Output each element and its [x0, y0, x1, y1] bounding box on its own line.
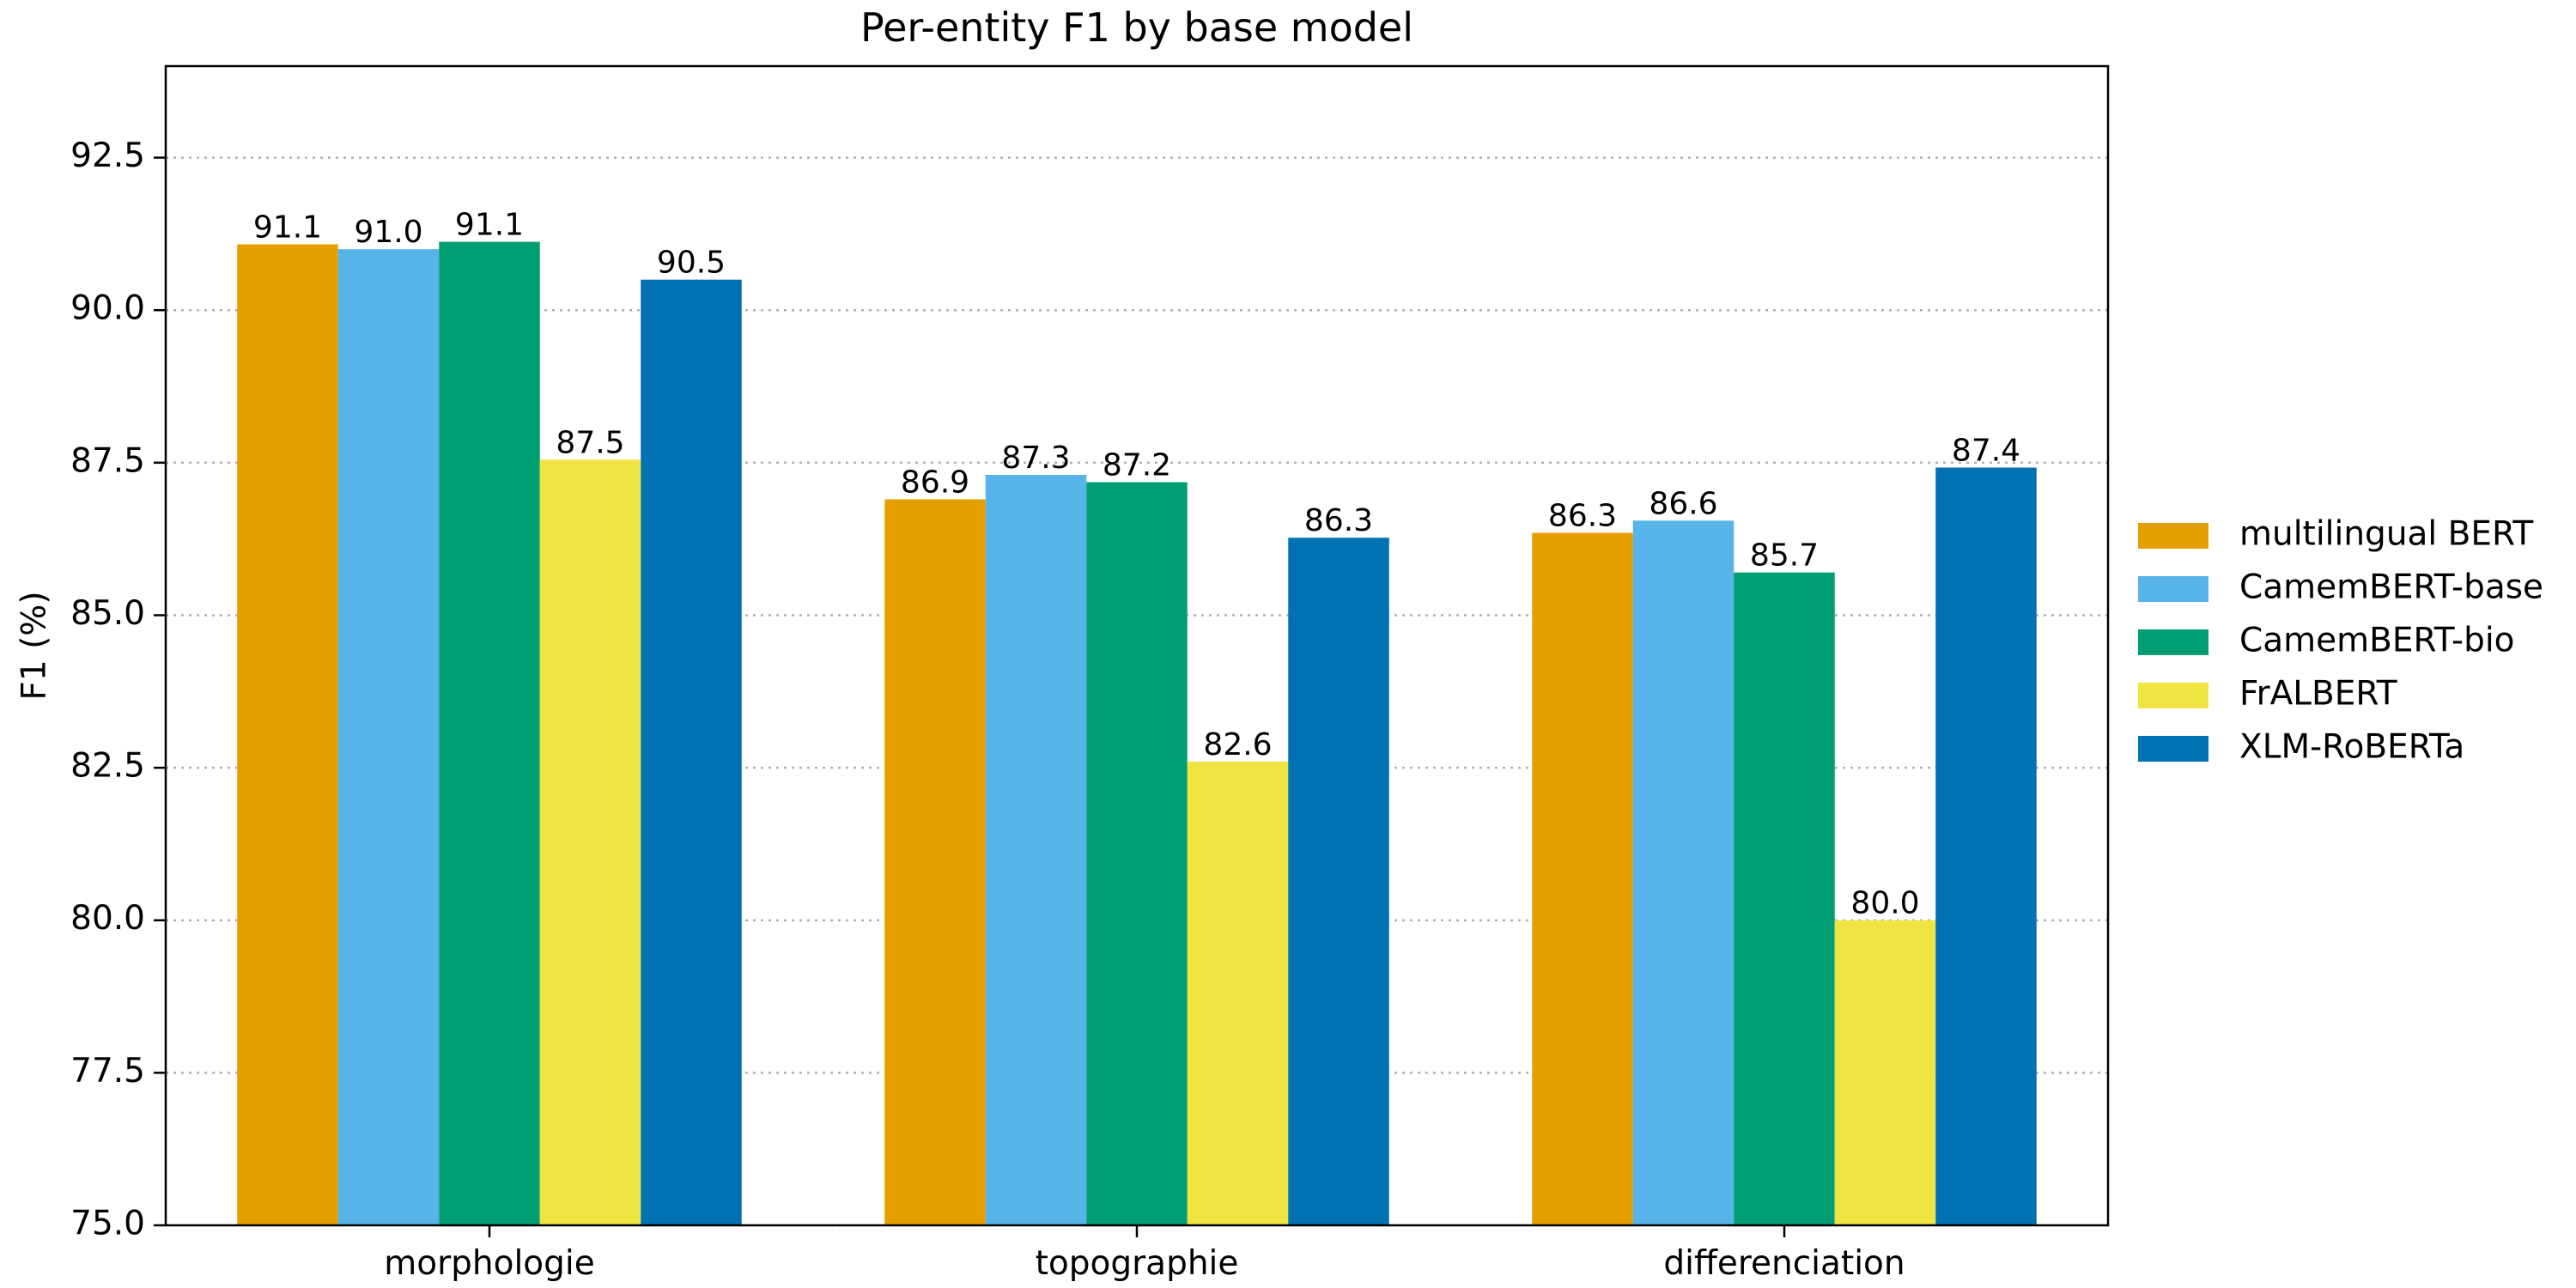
data-labels: 91.1 91.0 91.1 87.5 90.5 86.9 87.3 87.2 82.6 86.3… [253, 208, 2020, 921]
y-tick-label: 77.5 [70, 1052, 145, 1091]
x-tick-label: differenciation [1663, 1244, 1905, 1283]
x-axis-ticks: morphologie topographie differenciation [384, 1225, 1905, 1283]
legend-swatch [2138, 683, 2208, 708]
legend-entry: XLM-RoBERTa [2138, 728, 2464, 767]
y-tick-label: 85.0 [70, 594, 145, 633]
bar [1187, 762, 1289, 1225]
bar [237, 244, 338, 1226]
data-label: 82.6 [1203, 727, 1272, 762]
legend-swatch [2138, 629, 2208, 655]
data-label: 86.3 [1548, 499, 1617, 534]
data-label: 90.5 [657, 246, 726, 281]
data-label: 87.5 [556, 425, 624, 460]
bar [985, 475, 1087, 1225]
bar [1632, 520, 1735, 1225]
y-tick-label: 75.0 [70, 1205, 145, 1243]
bar [539, 459, 641, 1225]
legend-entry: CamemBERT-base [2138, 568, 2543, 607]
legend-label: FrALBERT [2239, 675, 2397, 714]
data-label: 86.3 [1304, 503, 1373, 538]
data-label: 86.9 [901, 465, 969, 500]
x-tick-label: topographie [1036, 1244, 1239, 1283]
bar [1086, 482, 1188, 1225]
legend-label: XLM-RoBERTa [2239, 728, 2464, 767]
y-axis-ticks: 75.0 77.5 80.0 82.5 85.0 87.5 90.0 92.5 [70, 137, 166, 1243]
bar [1734, 572, 1835, 1225]
legend-swatch [2138, 576, 2208, 602]
bar [1935, 467, 2037, 1225]
bar [1288, 538, 1389, 1225]
legend-entry: FrALBERT [2138, 675, 2397, 714]
legend-label: CamemBERT-base [2239, 568, 2543, 607]
y-tick-label: 92.5 [70, 137, 145, 175]
y-tick-label: 87.5 [70, 441, 145, 480]
data-label: 87.3 [1001, 440, 1070, 476]
bar [337, 249, 440, 1225]
bars [237, 241, 2037, 1226]
y-tick-label: 82.5 [70, 747, 145, 786]
y-tick-label: 80.0 [70, 899, 145, 938]
data-label: 91.1 [455, 208, 524, 243]
bar [641, 279, 742, 1225]
data-label: 91.1 [253, 210, 322, 245]
bar [439, 241, 540, 1225]
data-label: 87.4 [1952, 434, 2020, 469]
data-label: 85.7 [1750, 538, 1819, 574]
legend-label: CamemBERT-bio [2239, 622, 2515, 660]
y-axis-label: F1 (%) [15, 591, 54, 700]
legend-entry: multilingual BERT [2138, 515, 2533, 554]
chart-title: Per-entity F1 by base model [860, 4, 1413, 51]
bar [884, 499, 986, 1225]
legend-label: multilingual BERT [2239, 515, 2533, 554]
data-label: 87.2 [1103, 448, 1171, 483]
data-label: 80.0 [1850, 886, 1919, 921]
x-tick-label: morphologie [384, 1244, 595, 1283]
y-tick-label: 90.0 [70, 289, 145, 328]
data-label: 91.0 [354, 215, 422, 250]
legend-swatch [2138, 523, 2208, 549]
bar [1834, 920, 1936, 1225]
legend-swatch [2138, 736, 2208, 762]
data-label: 86.6 [1649, 486, 1717, 521]
bar [1532, 532, 1633, 1225]
legend-entry: CamemBERT-bio [2138, 622, 2515, 660]
legend: multilingual BERT CamemBERT-base CamemBERT… [2138, 515, 2543, 767]
